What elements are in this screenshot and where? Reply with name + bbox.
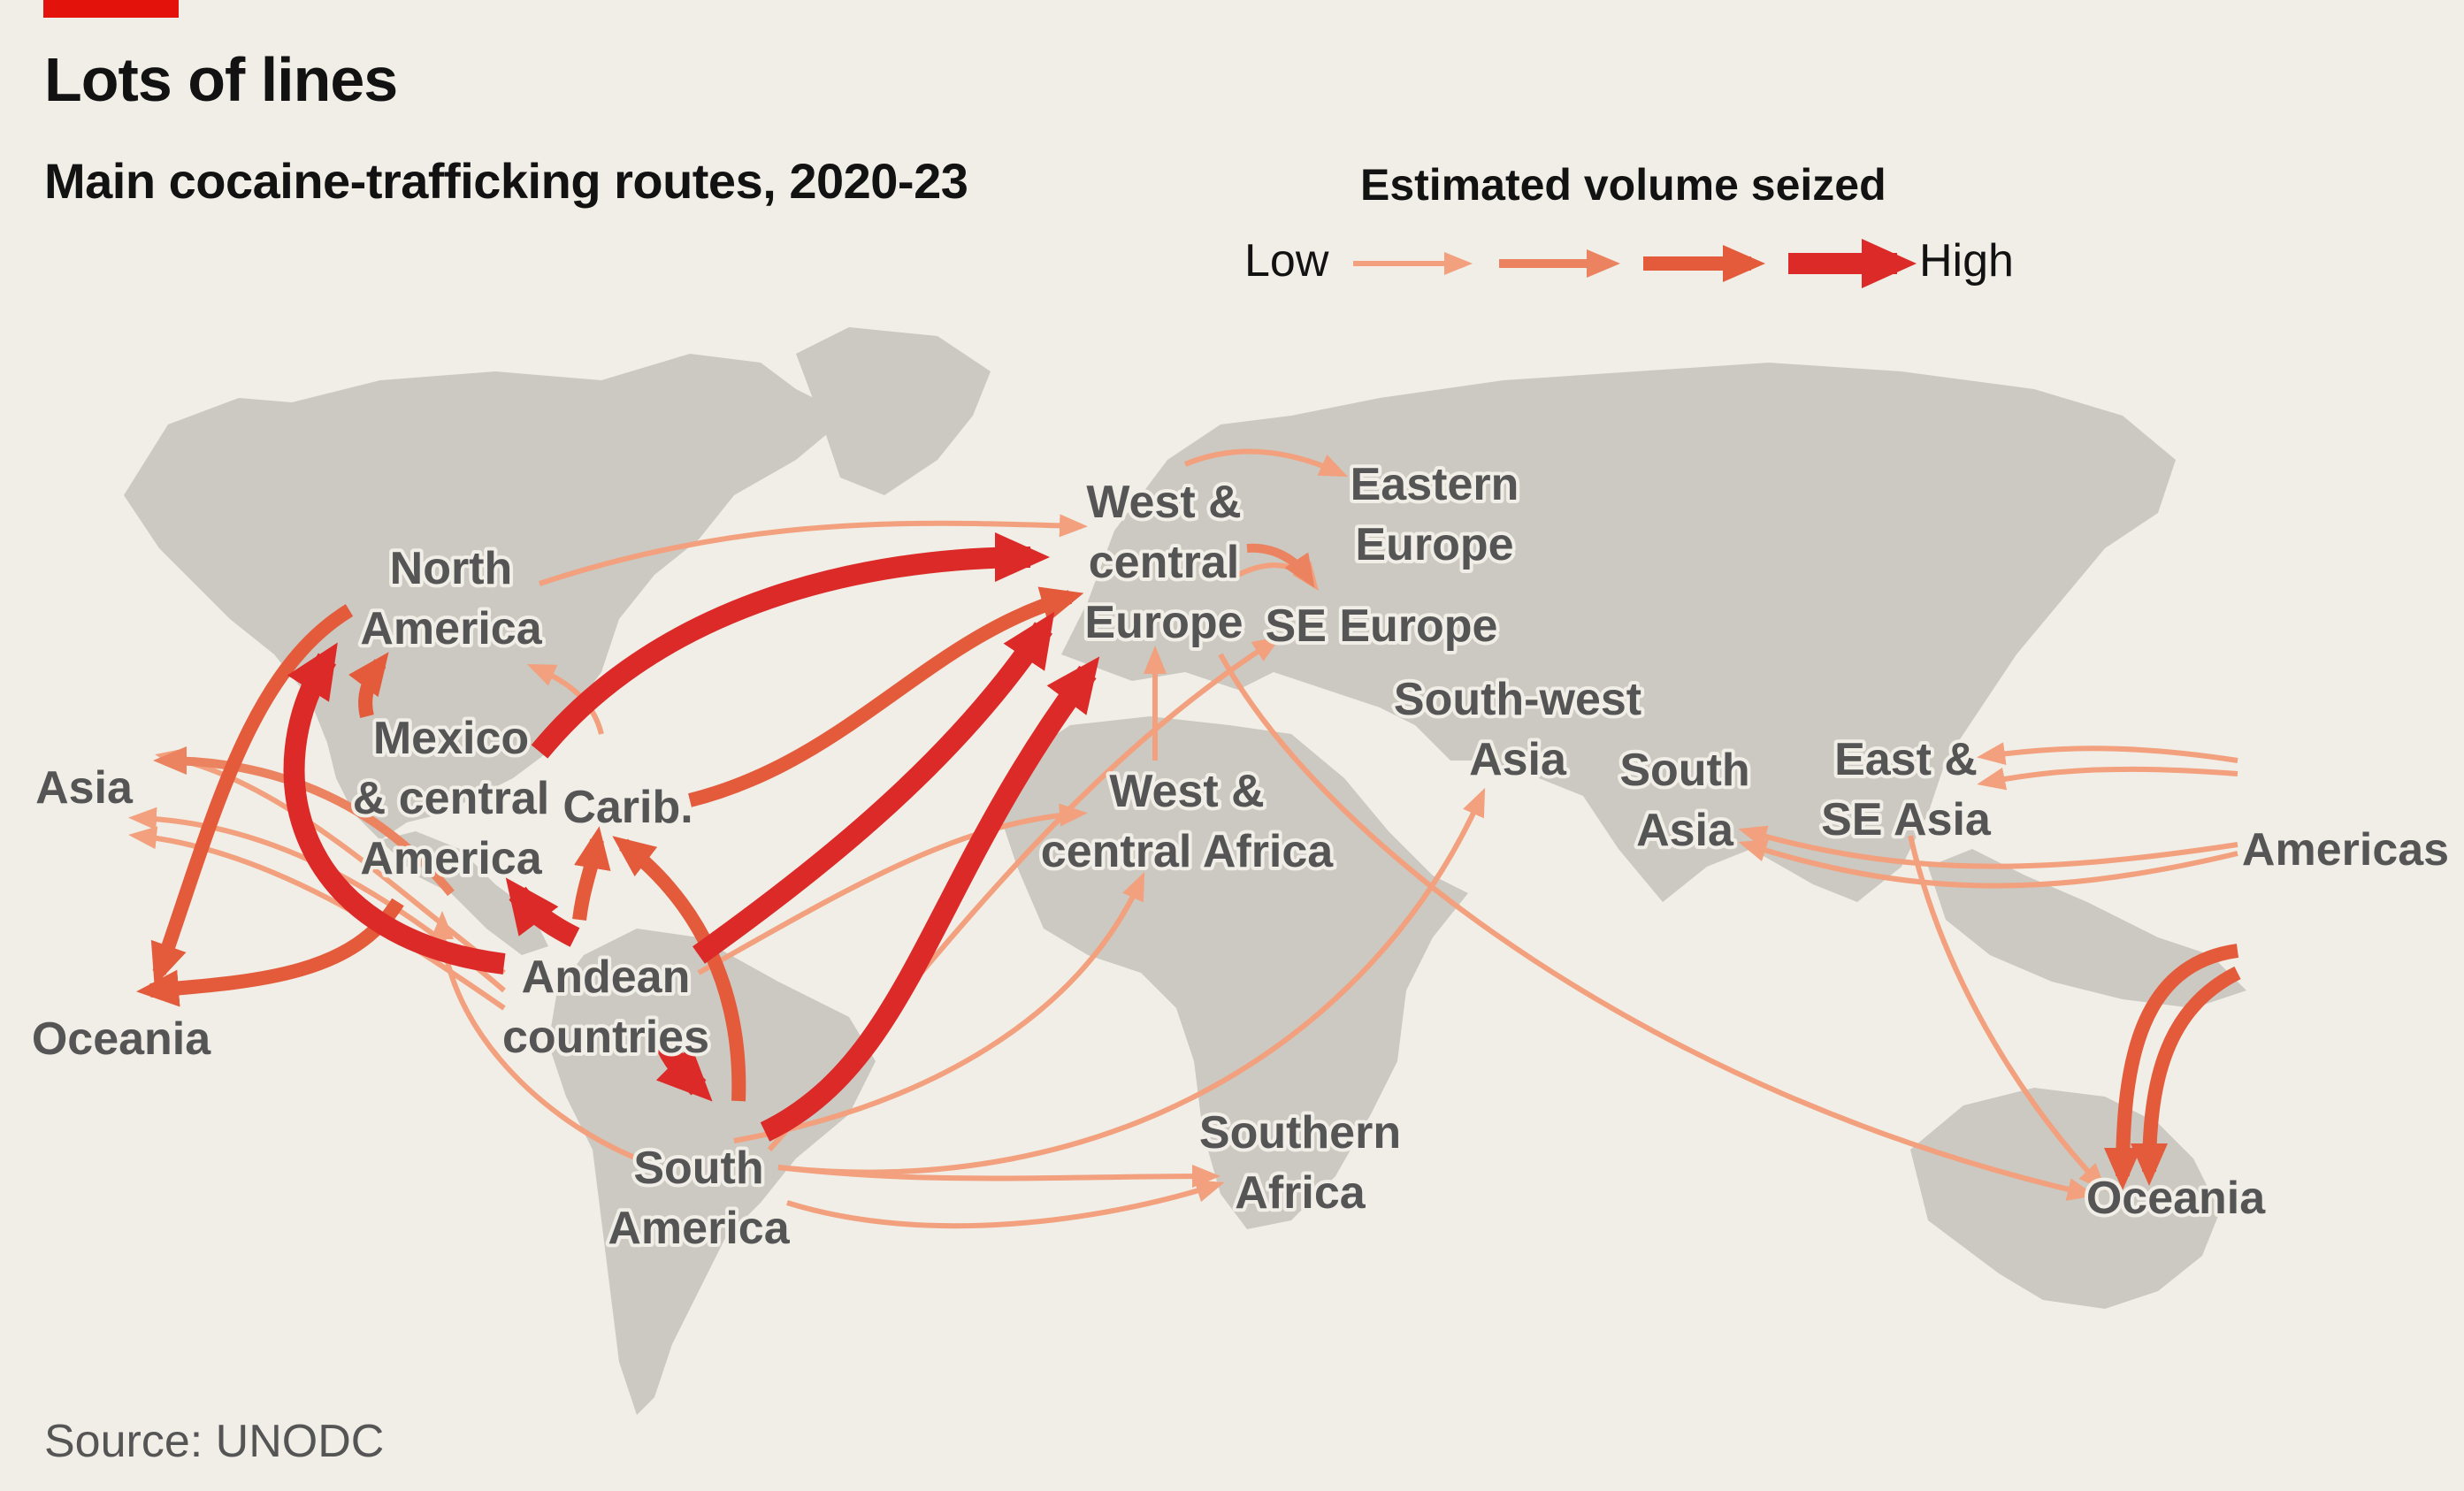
route-americas-to-south-asia-a bbox=[1738, 825, 2238, 869]
route-andean-to-mexico bbox=[505, 877, 580, 947]
route-andean-to-north-america bbox=[283, 642, 506, 975]
route-andean-to-asia-a bbox=[155, 748, 506, 975]
route-americas-to-oceania-a bbox=[2104, 944, 2239, 1190]
route-south-america-to-southern-africa-b bbox=[786, 1180, 1225, 1229]
route-andean-to-europe bbox=[693, 611, 1055, 964]
route-south-america-to-europe bbox=[760, 656, 1100, 1142]
label-eastern-europe: Eastern Europe bbox=[1351, 459, 1519, 570]
land-south-america bbox=[548, 929, 876, 1415]
land-se-asia-islands bbox=[1928, 849, 2246, 1008]
route-carib-to-north-america bbox=[526, 664, 604, 735]
source-note: Source: UNODC bbox=[44, 1416, 385, 1467]
label-andean-countries: Andean countries bbox=[502, 952, 709, 1063]
route-europe-to-eastern-europe bbox=[1183, 448, 1349, 478]
route-americas-to-oceania-b bbox=[2131, 966, 2241, 1186]
route-mexico-to-north-america bbox=[348, 652, 389, 718]
label-west-central-europe: West & central Europe bbox=[1084, 477, 1243, 648]
label-west-central-africa: West & central Africa bbox=[1041, 766, 1335, 877]
label-oceania-west: Oceania bbox=[32, 1013, 211, 1065]
legend-high-label: High bbox=[1919, 235, 2014, 287]
world-landmass bbox=[124, 327, 2246, 1415]
route-north-america-to-europe bbox=[539, 514, 1088, 586]
land-africa bbox=[999, 716, 1468, 1229]
route-south-america-to-west-africa bbox=[733, 871, 1145, 1143]
chart-subtitle: Main cocaine-trafficking routes, 2020-23 bbox=[44, 153, 968, 209]
label-east-se-asia: East & SE Asia bbox=[1821, 734, 1992, 845]
chart-title: Lots of lines bbox=[44, 45, 398, 114]
legend-low-label: Low bbox=[1244, 235, 1329, 287]
routes-high bbox=[283, 532, 1100, 1142]
route-south-america-to-southern-africa-a bbox=[777, 1165, 1221, 1189]
region-labels: North America Mexico & central America Cari… bbox=[28, 455, 2453, 1258]
label-south-west-asia: South-west Asia bbox=[1394, 674, 1641, 785]
route-andean-to-asia-c bbox=[128, 826, 506, 1011]
route-east-asia-to-oceania bbox=[1908, 835, 2107, 1192]
accent-bar bbox=[43, 0, 179, 18]
route-andean-to-south-america bbox=[653, 1035, 713, 1102]
label-asia-west: Asia bbox=[35, 762, 134, 814]
label-south-asia: South Asia bbox=[1619, 745, 1749, 856]
land-greenland bbox=[796, 327, 991, 495]
route-andean-to-asia-d bbox=[153, 746, 455, 897]
land-australia bbox=[1910, 1088, 2220, 1309]
route-andean-to-carib bbox=[572, 826, 611, 921]
label-south-america: South America bbox=[608, 1143, 790, 1254]
land-europe-asia bbox=[1061, 363, 2176, 902]
label-southern-africa: Southern Africa bbox=[1199, 1107, 1401, 1219]
route-north-america-to-oceania bbox=[150, 604, 354, 987]
label-north-america: North America bbox=[360, 543, 542, 654]
route-andean-to-west-africa bbox=[697, 803, 1088, 975]
label-caribbean: Carib. bbox=[562, 782, 693, 833]
label-oceania-east: Oceania bbox=[2086, 1173, 2266, 1224]
route-americas-to-east-asia-a bbox=[1977, 742, 2238, 765]
land-north-america bbox=[124, 354, 849, 840]
routes-medium-low bbox=[153, 543, 1315, 897]
label-americas-east: Americas bbox=[2242, 824, 2449, 875]
label-se-europe: SE Europe bbox=[1266, 600, 1498, 652]
label-mexico-central-america: Mexico & central America bbox=[353, 713, 550, 884]
legend-title: Estimated volume seized bbox=[1360, 160, 1886, 210]
route-americas-to-east-asia-b bbox=[1977, 766, 2238, 791]
route-mexico-to-europe bbox=[531, 532, 1050, 759]
route-europe-to-se-europe-b bbox=[1246, 543, 1315, 589]
route-europe-to-oceania bbox=[1218, 653, 2096, 1201]
route-south-america-to-sw-asia bbox=[777, 787, 1486, 1175]
route-americas-to-south-asia-b bbox=[1738, 839, 2238, 889]
